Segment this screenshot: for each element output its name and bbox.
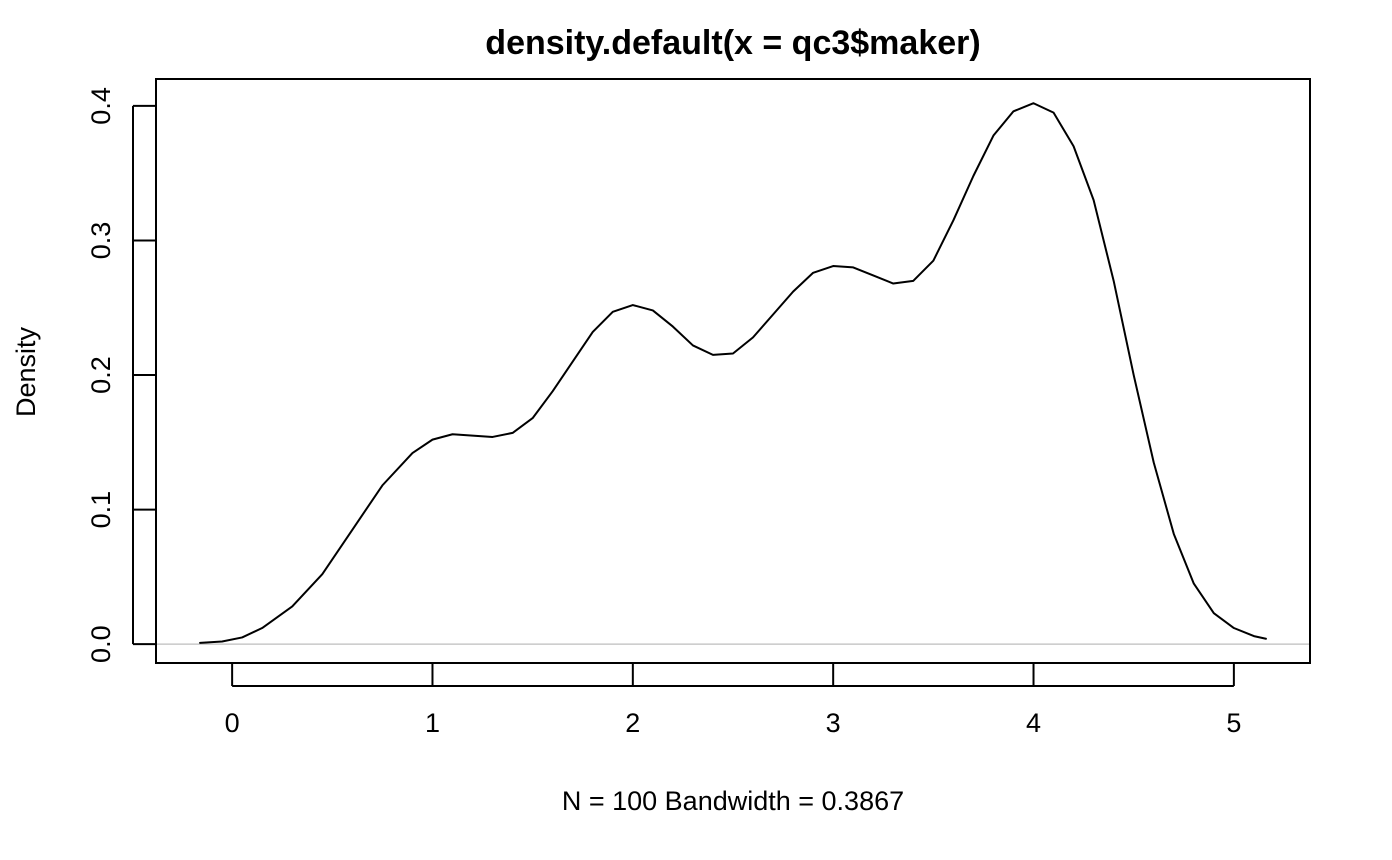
x-tick-label-1: 1	[425, 708, 440, 738]
y-tick-label-2: 0.2	[86, 356, 116, 394]
plot-area: 0 1 2 3 4 5 0.0 0.1 0.2 0.3 0.4	[86, 78, 1311, 738]
y-tick-label-4: 0.4	[86, 87, 116, 125]
chart-title: density.default(x = qc3$maker)	[485, 24, 980, 62]
x-tick-label-5: 5	[1226, 708, 1241, 738]
y-tick-label-0: 0.0	[86, 625, 116, 663]
x-axis-label: N = 100 Bandwidth = 0.3867	[562, 786, 904, 816]
x-tick-label-4: 4	[1026, 708, 1041, 738]
x-tick-label-0: 0	[225, 708, 240, 738]
plot-frame	[155, 78, 1311, 664]
x-tick-label-3: 3	[826, 708, 841, 738]
y-tick-label-3: 0.3	[86, 222, 116, 260]
x-tick-label-2: 2	[625, 708, 640, 738]
y-tick-label-1: 0.1	[86, 491, 116, 529]
density-curve-0	[199, 102, 1267, 644]
y-axis-label: Density	[11, 326, 41, 417]
